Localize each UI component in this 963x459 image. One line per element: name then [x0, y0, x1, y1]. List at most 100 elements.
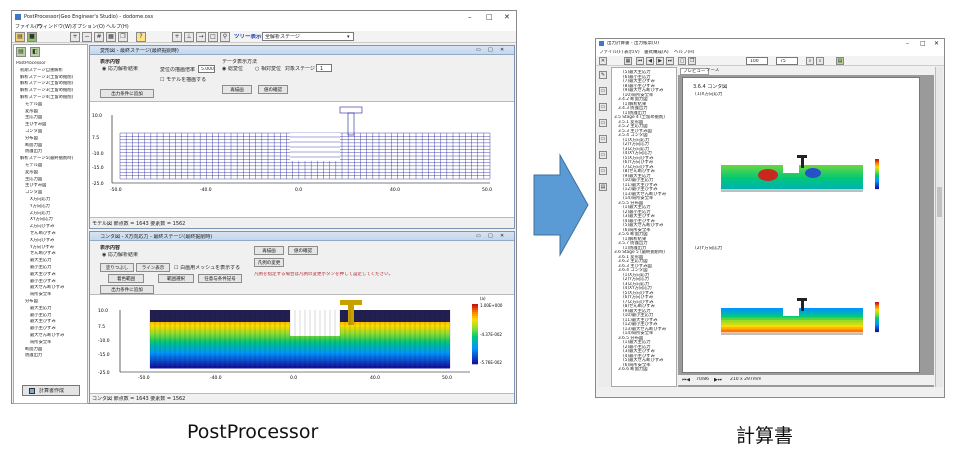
tree-item[interactable]: 局所安全率 — [30, 339, 52, 345]
mesh-plot[interactable]: 10.0 7.5 -10.0 -15.0 -25.0 -50.0 -40.0 0.0 40.0 5… — [90, 103, 514, 216]
open-file-icon[interactable]: ▤ — [15, 32, 25, 42]
tree-item[interactable]: 断面力図 — [25, 142, 43, 148]
side-tool-icon-3[interactable]: ▭ — [599, 103, 607, 111]
report-close-doc-icon[interactable]: ✕ — [599, 57, 607, 65]
tree-item[interactable]: 解析ステージ4(土留め掘削) — [20, 95, 74, 100]
page-input[interactable]: 75 — [776, 57, 798, 65]
range-select-button[interactable]: 範囲選択 — [158, 274, 194, 283]
tree-item[interactable]: (13)最大せん断ひずみ — [623, 326, 667, 332]
subwindow-min-icon[interactable]: ▭ — [476, 47, 481, 53]
tree-item[interactable]: (11)最大主ひずみ — [623, 182, 658, 188]
line-display-button[interactable]: ライン表示 — [136, 263, 170, 272]
tree-item[interactable]: (3)Z方向応力 — [623, 146, 650, 152]
menu-help[interactable]: ヘルプ(H) — [106, 24, 129, 30]
tree-item[interactable]: (5)最大主応力 — [623, 70, 651, 75]
contour-close-icon[interactable]: ✕ — [500, 233, 505, 239]
report-first-icon[interactable]: ⏮ — [636, 57, 644, 65]
tree-item[interactable]: (12)最小主ひずみ — [623, 322, 658, 327]
report-menu-format[interactable]: 書式構成(A) — [644, 50, 669, 55]
tree-item[interactable]: 最大せん断ひずみ — [30, 333, 65, 338]
tree-item[interactable]: 3.5.1 変形図 — [618, 119, 644, 125]
tree-item[interactable]: (1)最大主応力 — [623, 340, 651, 345]
tree-item[interactable]: 主ひずみ図 — [25, 183, 47, 189]
subwindow-title-bar[interactable]: 変形図 - 最終ステージ(最終掘削時) ▭ □ ✕ — [90, 46, 514, 55]
tree-item[interactable]: Y方向応力 — [30, 203, 50, 209]
tree-item[interactable]: (1)X方向応力 — [623, 272, 650, 278]
tree-item[interactable]: 最大主応力 — [30, 258, 52, 264]
tree-item[interactable]: 3.6.1 変形図 — [618, 254, 644, 260]
radio-stress-result[interactable]: ◉ 応力解析結果 — [102, 66, 138, 72]
confirm-values-button[interactable]: 値の確認 — [258, 85, 288, 94]
maximize-icon[interactable]: □ — [486, 13, 493, 21]
tree-item[interactable]: 主ひずみ図 — [25, 122, 47, 128]
report-last-icon[interactable]: ⏭ — [666, 57, 674, 65]
tree-item[interactable]: (7)Z方向ひずみ — [623, 299, 654, 305]
report-maximize-icon[interactable]: □ — [920, 40, 926, 47]
tree-item[interactable]: 最大主応力 — [30, 305, 52, 311]
tree-item[interactable]: X方向ひずみ — [30, 237, 55, 243]
print-icon[interactable]: ▦ — [106, 32, 116, 42]
tree-item[interactable]: 3.4.3 防護出力 — [618, 106, 648, 111]
tree-item[interactable]: 主応力図 — [25, 115, 43, 121]
color-range-button[interactable]: 着色範囲 — [108, 274, 144, 283]
tree-item[interactable]: 3.6.6 断面力図 — [618, 367, 648, 372]
report-next-icon[interactable]: ▶ — [656, 57, 664, 65]
tree-item[interactable]: Y方向ひずみ — [30, 244, 55, 250]
tree-item[interactable]: (7)Z方向ひずみ — [623, 164, 654, 170]
axis-icon[interactable]: + — [172, 32, 182, 42]
side-tool-icon-7[interactable]: ▭ — [599, 167, 607, 175]
tab-source[interactable]: ソース — [706, 68, 720, 73]
zoom-in-icon[interactable]: + — [70, 32, 80, 42]
tree-item[interactable]: X方向応力 — [30, 197, 51, 202]
tree-item[interactable]: (1)防護出力 — [623, 110, 647, 116]
tree-item[interactable]: 断面力図 — [25, 346, 43, 352]
tree-item[interactable]: 最小主応力 — [30, 265, 52, 270]
report-page-icon[interactable]: ▢ — [678, 57, 686, 65]
close-icon[interactable]: ✕ — [504, 13, 510, 21]
tree-item[interactable]: (1)防護出力 — [623, 245, 647, 251]
copy-icon[interactable]: ❐ — [118, 32, 128, 42]
report-menu-view[interactable]: 表示(V) — [624, 50, 640, 55]
tree-item[interactable]: 解析ステージ1(土留め掘削) — [20, 74, 74, 80]
scroll-thumb[interactable] — [937, 187, 942, 217]
tree-item[interactable]: 3.5.3 主ひずみ図 — [618, 128, 652, 134]
tree-item[interactable]: (5)最大せん断ひずみ — [623, 358, 664, 363]
target-stage-select[interactable]: 1 — [316, 64, 332, 72]
tree-item[interactable]: 主応力図 — [25, 176, 43, 182]
report-menu-help[interactable]: ヘルプ(H) — [674, 50, 695, 55]
report-close-icon[interactable]: ✕ — [934, 40, 940, 47]
tree-item[interactable]: (1)解析結果 — [623, 236, 647, 242]
tree-item[interactable]: Z方向応力 — [30, 210, 51, 216]
tree-item[interactable]: 3.6 Stage 5 (最終掘削時) — [614, 250, 665, 255]
tree-item[interactable]: 3.5.7 防護出力 — [618, 241, 648, 246]
menu-option[interactable]: オプション(O) — [72, 24, 105, 30]
tree-item[interactable]: (14)局所安全率 — [623, 331, 654, 336]
tree-item[interactable]: (6)Y方向ひずみ — [623, 295, 654, 300]
tree-item[interactable]: 3.6.4 コンタ図 — [618, 268, 648, 273]
contour-min-icon[interactable]: ▭ — [476, 233, 481, 239]
tree-item[interactable]: (14)局所安全率 — [623, 196, 654, 201]
tree-item[interactable]: 局所安全率 — [30, 292, 52, 298]
tree-item[interactable]: (7)最大主ひずみ — [623, 79, 655, 84]
report-find-icon[interactable]: ⌕ — [816, 57, 824, 65]
tree-item[interactable]: (3)Z方向応力 — [623, 281, 650, 287]
redraw-button[interactable]: 再描画 — [222, 85, 252, 94]
tree-item[interactable]: (2)最小主応力 — [623, 344, 651, 350]
tree-item[interactable]: 3.5 Stage 4 (土留め掘削) — [614, 115, 665, 120]
nav-first-icon[interactable]: ⏮◀ — [682, 377, 691, 383]
tree-tool-icon-1[interactable]: ▤ — [16, 47, 26, 57]
tree-item[interactable]: 防護出力 — [25, 149, 43, 155]
tree-item[interactable]: (1)最大主応力 — [623, 205, 651, 210]
tree-item[interactable]: (4)XY方向応力 — [623, 286, 652, 291]
report-minimize-icon[interactable]: – — [906, 40, 909, 47]
tree-item[interactable]: (2)Y方向応力 — [623, 142, 649, 147]
tree-item[interactable]: (9)最大主応力 — [623, 308, 651, 314]
tree-item[interactable]: XY方向応力 — [30, 217, 53, 223]
tree-item[interactable]: コンタ図 — [25, 190, 43, 196]
tree-item[interactable]: (13)最大せん断ひずみ — [623, 191, 667, 197]
tree-item[interactable]: 3.6.5 分布図 — [618, 335, 644, 341]
save-icon[interactable]: ■ — [27, 32, 37, 42]
zoom-input[interactable]: 100 — [746, 57, 768, 65]
tree-item[interactable]: 3.6.2 主応力図 — [618, 259, 648, 264]
arrow-icon[interactable]: → — [196, 32, 206, 42]
